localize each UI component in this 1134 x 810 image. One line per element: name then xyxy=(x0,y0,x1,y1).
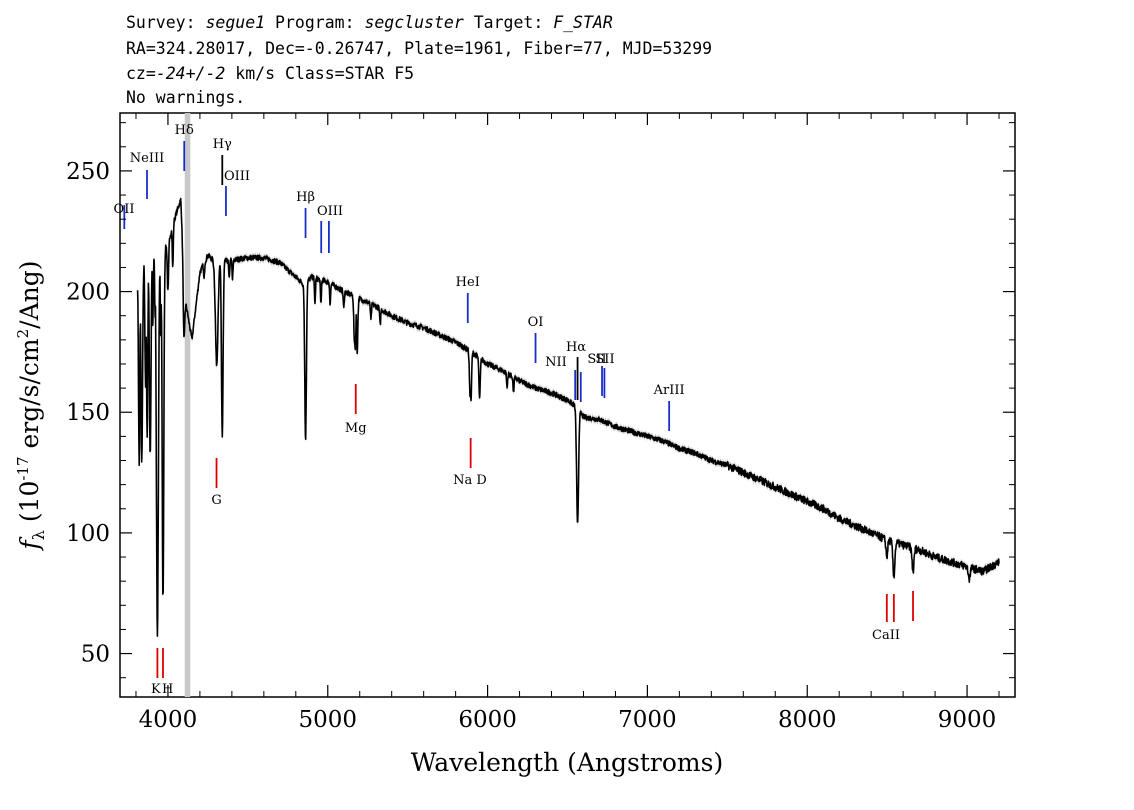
plot-frame xyxy=(119,112,1016,698)
spectrum-line xyxy=(136,197,1000,637)
absorption-label-3: Mg xyxy=(345,421,367,436)
absorption-label-0: K xyxy=(151,682,161,697)
emission-label-9: OI xyxy=(528,315,544,330)
spectrum-trace xyxy=(136,197,1000,637)
y-tick-label-3: 200 xyxy=(66,280,110,306)
absorption-label-4: Na D xyxy=(453,473,487,488)
emission-label-2: Hδ xyxy=(175,123,194,138)
y-tick-label-4: 250 xyxy=(66,159,110,185)
chart-header: Survey: segue1 Program: segcluster Targe… xyxy=(126,13,712,107)
masked-region xyxy=(184,113,191,697)
emission-label-1: NeIII xyxy=(130,151,164,166)
x-tick-label-0: 4000 xyxy=(139,707,198,733)
x-tick-label-5: 9000 xyxy=(938,707,997,733)
emission-label-0: OII xyxy=(114,202,135,217)
emission-label-14: SII xyxy=(595,352,614,367)
emission-label-10: NII xyxy=(545,355,567,370)
emission-label-8: HeI xyxy=(456,275,480,290)
header-line2: RA=324.28017, Dec=-0.26747, Plate=1961, … xyxy=(126,39,712,58)
emission-label-5: Hβ xyxy=(296,190,315,205)
x-tick-label-1: 5000 xyxy=(298,707,357,733)
emission-label-7: OIII xyxy=(317,204,343,219)
absorption-label-2: G xyxy=(211,493,221,508)
header-line1: Survey: segue1 Program: segcluster Targe… xyxy=(126,13,613,32)
y-tick-label-2: 150 xyxy=(66,400,110,426)
y-tick-label-0: 50 xyxy=(81,642,110,668)
x-tick-label-4: 8000 xyxy=(778,707,837,733)
y-tick-label-1: 100 xyxy=(66,521,110,547)
error-band xyxy=(137,195,1000,640)
x-axis-label: Wavelength (Angstroms) xyxy=(411,748,723,777)
header-line4: No warnings. xyxy=(126,88,245,107)
emission-label-11: Hα xyxy=(566,340,586,355)
x-tick-label-2: 6000 xyxy=(458,707,517,733)
emission-label-3: Hγ xyxy=(213,137,232,152)
y-axis-label: fλ (10-17 erg/s/cm2/Ang) xyxy=(14,260,48,551)
line-markers: OIINeIIIHδHγOIIIHβOIIIHeIOINIIHαSIISIIAr… xyxy=(114,123,914,697)
emission-label-13: SII xyxy=(587,352,606,367)
emission-label-15: ArIII xyxy=(653,383,685,398)
masked-band xyxy=(184,113,191,697)
header-line3: cz=-24+/-2 km/s Class=STAR F5 xyxy=(126,64,414,83)
emission-label-4: OIII xyxy=(224,169,250,184)
absorption-label-5: CaII xyxy=(872,628,900,643)
x-tick-label-3: 7000 xyxy=(618,707,677,733)
error-band-area xyxy=(137,195,1000,640)
axis-ticks: 4000 5000 6000 7000 8000 9000 50 100 150 200 250 xyxy=(66,113,1015,733)
